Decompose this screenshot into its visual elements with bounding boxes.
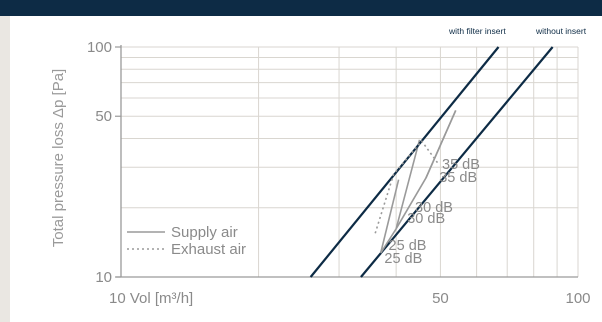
connector-line [395, 139, 421, 230]
series-line-without-insert [360, 46, 554, 278]
ticks: 10 50 100 10 Vol [m³/h] 50 100 [87, 39, 591, 307]
connector-line [379, 179, 400, 254]
x-tick-label: 10 Vol [m³/h] [109, 290, 193, 307]
y-tick-label: 100 [87, 39, 112, 56]
y-tick-label: 10 [95, 269, 112, 286]
legend-label: Supply air [171, 224, 238, 241]
db-label: 25 dB [384, 251, 422, 267]
db-label: 35 dB [442, 157, 480, 173]
top-legend: with filter insert without insert [448, 26, 587, 36]
db-label: 25 dB [389, 238, 427, 254]
legend-label: Exhaust air [171, 241, 246, 258]
db-label: 30 dB [415, 200, 453, 216]
top-legend-with-filter: with filter insert [448, 26, 506, 36]
x-tick-label: 50 [432, 290, 449, 307]
top-legend-without: without insert [535, 26, 587, 36]
axes: Total pressure loss Δp [Pa] [50, 45, 578, 278]
x-tick-label: 100 [565, 290, 590, 307]
header-bar [0, 0, 602, 16]
chart-frame [10, 16, 602, 322]
series [309, 46, 554, 278]
y-tick-label: 50 [95, 108, 112, 125]
series-line-supply-air [379, 110, 457, 254]
grid [121, 46, 579, 277]
db-label: 30 dB [407, 211, 445, 227]
series-line-exhaust-air [374, 140, 440, 234]
y-axis-title: Total pressure loss Δp [Pa] [50, 69, 67, 247]
series-line-with-filter-insert [309, 46, 500, 278]
db-label: 35 dB [439, 170, 477, 186]
